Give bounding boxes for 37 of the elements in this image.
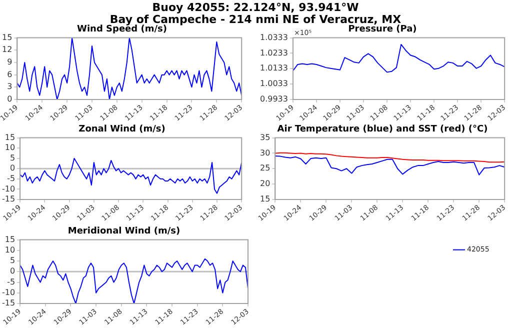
y-tick-label: -5 bbox=[7, 277, 16, 286]
y-tick-label: 0 bbox=[10, 164, 16, 173]
text: Buoy 42055: 22.124°N, 93.941°W bbox=[151, 1, 360, 14]
y-tick-label: 0 bbox=[10, 266, 16, 276]
chart-title: Wind Speed (m/s) bbox=[77, 24, 167, 35]
y-tick-label: 0.9933 bbox=[260, 94, 288, 104]
y-tick-label: 1.0233 bbox=[260, 48, 288, 58]
y-tick-label: 1.0033 bbox=[260, 79, 288, 88]
y-tick-label: 1.0333 bbox=[260, 32, 288, 42]
y-tick-label: 5 bbox=[10, 153, 16, 162]
y-tick-label: -15 bbox=[2, 194, 16, 204]
y-tick-label: 0 bbox=[7, 94, 12, 104]
y-tick-label: -10 bbox=[2, 184, 16, 194]
y-tick-label: 9 bbox=[7, 58, 12, 67]
y-tick-label: 15 bbox=[4, 132, 16, 142]
y-tick-label: 15 bbox=[2, 32, 12, 42]
y-tick-label: 25 bbox=[260, 164, 270, 173]
y-tick-label: 3 bbox=[7, 82, 12, 92]
y-tick-label: 5 bbox=[10, 256, 16, 266]
y-tick-label: -5 bbox=[7, 174, 16, 184]
y-tick-label: 6 bbox=[7, 70, 12, 79]
y-tick-label: 15 bbox=[260, 194, 270, 204]
y-tick-label: -15 bbox=[2, 298, 16, 308]
y-tick-label: 10 bbox=[4, 143, 16, 152]
y-tick-label: 30 bbox=[260, 148, 270, 158]
chart-title: Meridional Wind (m/s) bbox=[68, 226, 180, 237]
chart-title: Pressure (Pa) bbox=[348, 24, 417, 35]
y-tick-label: 20 bbox=[260, 179, 270, 188]
y-tick-label: 12 bbox=[2, 45, 12, 54]
text: Bay of Campeche - 214 nmi NE of Veracruz, MX bbox=[110, 13, 402, 26]
chart-title: Zonal Wind (m/s) bbox=[78, 124, 166, 135]
y-tick-label: 35 bbox=[260, 132, 270, 142]
y-tick-label: -10 bbox=[2, 288, 16, 297]
y-tick-label: 1.0133 bbox=[260, 64, 288, 73]
y-tick-label: 10 bbox=[4, 245, 16, 254]
chart-title: Air Temperature (blue) and SST (red) (°C) bbox=[277, 124, 488, 135]
y-tick-label: 15 bbox=[4, 234, 16, 244]
